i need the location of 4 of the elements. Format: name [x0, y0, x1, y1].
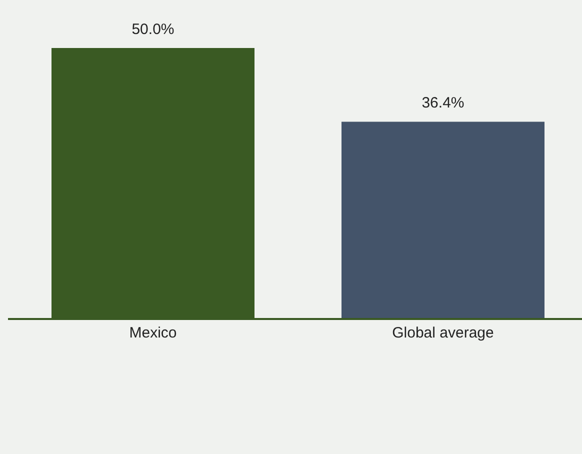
- x-tick-label: Global average: [392, 324, 494, 342]
- data-label: 50.0%: [132, 21, 174, 38]
- data-label: 36.4%: [422, 94, 464, 112]
- x-tick-label: Mexico: [129, 324, 177, 342]
